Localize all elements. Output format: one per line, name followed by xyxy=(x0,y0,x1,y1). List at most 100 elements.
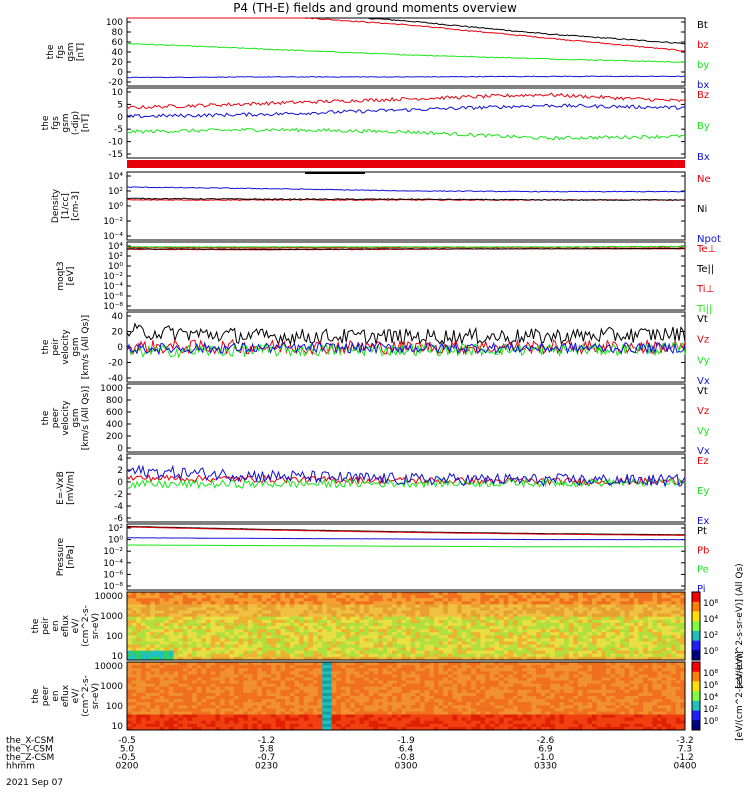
spectrogram-cell xyxy=(457,644,463,648)
spectrogram-cell xyxy=(480,702,486,706)
spectrogram-cell xyxy=(322,610,328,614)
spectrogram-cell xyxy=(154,720,160,725)
spectrogram-cell xyxy=(229,595,235,599)
spectrogram-cell xyxy=(513,720,519,725)
spectrogram-cell xyxy=(475,714,481,718)
spectrogram-cell xyxy=(140,683,146,688)
spectrogram-cell xyxy=(303,674,309,678)
spectrogram-cell xyxy=(345,632,351,636)
spectrogram-cell xyxy=(271,604,277,608)
spectrogram-cell xyxy=(196,604,202,608)
spectrogram-cell xyxy=(461,626,467,630)
spectrogram-cell xyxy=(359,629,365,633)
spectrogram-cell xyxy=(364,653,370,658)
spectrogram-cell xyxy=(475,696,481,700)
spectrogram-cell xyxy=(396,674,402,678)
spectrogram-cell xyxy=(136,674,142,678)
spectrogram-cell xyxy=(373,692,379,697)
spectrogram-cell xyxy=(382,680,388,684)
spectrogram-cell xyxy=(652,629,658,633)
spectrogram-cell xyxy=(387,726,393,731)
spectrogram-cell xyxy=(540,607,546,611)
spectrogram-cell xyxy=(447,656,453,661)
spectrogram-cell xyxy=(485,665,491,669)
spectrogram-cell xyxy=(229,683,235,688)
spectrogram-cell xyxy=(424,607,430,611)
spectrogram-cell xyxy=(238,686,244,691)
spectrogram-cell xyxy=(224,665,230,669)
spectrogram-cell xyxy=(220,632,226,636)
spectrogram-cell xyxy=(280,726,286,731)
spectrogram-cell xyxy=(359,656,365,661)
spectrogram-cell xyxy=(420,650,426,655)
spectrogram-cell xyxy=(350,607,356,611)
spectrogram-cell xyxy=(517,632,523,636)
spectrogram-cell xyxy=(196,632,202,636)
spectrogram-cell xyxy=(526,680,532,684)
spectrogram-cell xyxy=(573,604,579,608)
spectrogram-cell xyxy=(392,644,398,648)
spectrogram-cell xyxy=(559,622,565,627)
spectrogram-cell xyxy=(415,650,421,655)
spectrogram-cell xyxy=(461,705,467,709)
spectrogram-cell xyxy=(359,699,365,703)
spectrogram-cell xyxy=(517,604,523,608)
spectrogram-cell xyxy=(131,629,137,633)
spectrogram-cell xyxy=(159,598,165,602)
spectrogram-cell xyxy=(545,705,551,709)
y-tick-label: -15 xyxy=(108,150,123,160)
spectrogram-cell xyxy=(317,653,323,658)
spectrogram-cell xyxy=(396,665,402,669)
spectrogram-cell xyxy=(554,708,560,712)
spectrogram-cell xyxy=(601,650,607,655)
spectrogram-cell xyxy=(327,647,333,652)
spectrogram-cell xyxy=(299,711,305,715)
spectrogram-cell xyxy=(499,674,505,678)
spectrogram-cell xyxy=(480,638,486,642)
spectrogram-cell xyxy=(206,616,212,621)
spectrogram-cell xyxy=(182,592,188,596)
spectrogram-cell xyxy=(485,711,491,715)
spectrogram-cell xyxy=(624,641,630,645)
spectrogram-cell xyxy=(285,598,291,602)
spectrogram-cell xyxy=(271,696,277,700)
spectrogram-cell xyxy=(127,683,133,688)
spectrogram-cell xyxy=(526,668,532,672)
spectrogram-cell xyxy=(140,699,146,703)
spectrogram-cell xyxy=(140,662,146,666)
spectrogram-cell xyxy=(485,650,491,655)
spectrogram-cell xyxy=(220,610,226,614)
spectrogram-cell xyxy=(382,683,388,688)
y-tick-label: 10⁰ xyxy=(108,536,123,546)
spectrogram-cell xyxy=(336,689,342,694)
spectrogram-cell xyxy=(633,641,639,645)
spectrogram-cell xyxy=(657,592,663,596)
spectrogram-cell xyxy=(582,638,588,642)
y-tick-label: 10⁻⁶ xyxy=(103,292,123,302)
spectrogram-cell xyxy=(206,665,212,669)
spectrogram-cell xyxy=(196,696,202,700)
spectrogram-cell xyxy=(252,665,258,669)
spectrogram-cell xyxy=(220,686,226,691)
spectrogram-cell xyxy=(424,629,430,633)
spectrogram-cell xyxy=(499,638,505,642)
spectrogram-cell xyxy=(619,592,625,596)
spectrogram-cell xyxy=(629,601,635,605)
spectrogram-cell xyxy=(680,629,686,633)
spectrogram-cell xyxy=(299,656,305,661)
spectrogram-cell xyxy=(480,714,486,718)
spectrogram-cell xyxy=(178,677,184,681)
spectrogram-cell xyxy=(675,619,681,624)
spectrogram-cell xyxy=(629,647,635,652)
spectrogram-cell xyxy=(452,726,458,731)
spectrogram-cell xyxy=(392,696,398,700)
spectrogram-cell xyxy=(489,674,495,678)
spectrogram-cell xyxy=(526,638,532,642)
spectrogram-cell xyxy=(475,686,481,691)
spectrogram-cell xyxy=(489,662,495,666)
spectrogram-cell xyxy=(201,650,207,655)
spectrogram-cell xyxy=(350,705,356,709)
spectrogram-cell xyxy=(675,604,681,608)
spectrogram-cell xyxy=(503,598,509,602)
spectrogram-cell xyxy=(559,696,565,700)
